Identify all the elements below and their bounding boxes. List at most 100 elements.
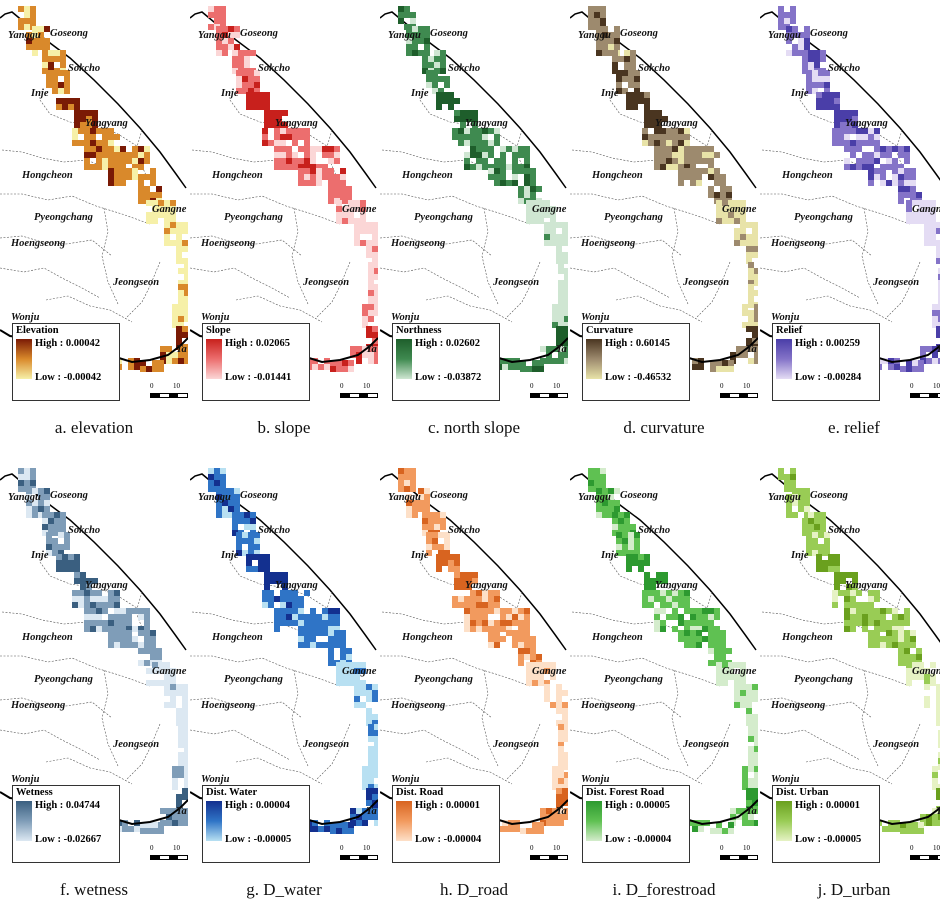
coastline bbox=[760, 11, 940, 181]
raster-cell bbox=[330, 828, 336, 834]
raster-cell bbox=[906, 668, 912, 674]
raster-cell bbox=[472, 572, 478, 578]
raster-cell bbox=[316, 146, 322, 152]
raster-cell bbox=[936, 326, 940, 332]
scale-bar-segments bbox=[910, 393, 940, 398]
raster-cell bbox=[656, 572, 662, 578]
raster-cell bbox=[52, 544, 58, 550]
raster-cell bbox=[832, 602, 838, 608]
raster-cell bbox=[730, 808, 736, 814]
raster-cell bbox=[790, 474, 796, 480]
raster-cell bbox=[152, 680, 158, 686]
raster-cell bbox=[862, 626, 868, 632]
raster-cell bbox=[182, 702, 188, 708]
raster-cell bbox=[220, 18, 226, 24]
raster-cell bbox=[270, 572, 276, 578]
raster-cell bbox=[334, 180, 340, 186]
raster-cell bbox=[930, 674, 936, 680]
map-canvas: Yanggu Goseong Sokcho Inje Yangyang Hong… bbox=[0, 6, 188, 372]
raster-cell bbox=[524, 186, 530, 192]
legend-high-value: High : 0.00004 bbox=[225, 800, 291, 811]
raster-cell bbox=[678, 614, 684, 620]
raster-cell bbox=[678, 128, 684, 134]
raster-cell bbox=[536, 654, 542, 660]
raster-cell bbox=[544, 206, 550, 212]
raster-cell bbox=[740, 200, 746, 206]
raster-cell bbox=[778, 12, 784, 18]
raster-cell bbox=[754, 316, 758, 322]
raster-cell bbox=[424, 506, 430, 512]
raster-cell bbox=[608, 44, 614, 50]
raster-cell bbox=[340, 192, 346, 198]
raster-cell bbox=[602, 494, 608, 500]
raster-cell bbox=[924, 684, 930, 690]
county-boundary-line bbox=[760, 235, 873, 257]
raster-cell bbox=[138, 146, 144, 152]
raster-cell bbox=[654, 134, 660, 140]
raster-cell bbox=[222, 32, 228, 38]
county-boundary-line bbox=[190, 729, 291, 761]
raster-cell bbox=[90, 140, 96, 146]
raster-cell bbox=[932, 310, 938, 316]
raster-cell bbox=[434, 524, 440, 530]
raster-cell bbox=[280, 128, 286, 134]
raster-cell bbox=[360, 212, 366, 218]
raster-cell bbox=[412, 44, 418, 50]
county-boundary-line bbox=[805, 757, 893, 785]
raster-cell bbox=[564, 772, 568, 778]
raster-cell bbox=[708, 614, 714, 620]
raster-cell bbox=[656, 122, 662, 128]
raster-cell bbox=[152, 668, 158, 674]
raster-cell bbox=[470, 596, 476, 602]
legend-color-ramp bbox=[776, 339, 792, 379]
raster-cell bbox=[448, 566, 454, 572]
raster-cell bbox=[372, 794, 378, 800]
raster-cell bbox=[804, 44, 810, 50]
raster-cell bbox=[806, 88, 812, 94]
raster-cell bbox=[350, 814, 356, 820]
raster-cell bbox=[518, 164, 524, 170]
raster-cell bbox=[518, 186, 524, 192]
raster-cell bbox=[752, 222, 758, 228]
raster-cell bbox=[936, 794, 940, 800]
raster-cell bbox=[708, 636, 714, 642]
raster-cell bbox=[532, 674, 538, 680]
scale-label-0: 0 bbox=[530, 844, 534, 852]
raster-cell bbox=[618, 524, 624, 530]
raster-cell bbox=[440, 50, 446, 56]
raster-cell bbox=[232, 68, 238, 74]
panel-caption: e. relief bbox=[828, 418, 880, 437]
raster-cell bbox=[298, 596, 304, 602]
raster-cell bbox=[368, 358, 374, 364]
raster-cell bbox=[844, 626, 850, 632]
raster-cell bbox=[262, 140, 268, 146]
raster-cell bbox=[938, 296, 940, 302]
raster-cell bbox=[146, 680, 152, 686]
raster-cell bbox=[368, 268, 374, 274]
raster-cell bbox=[178, 304, 184, 310]
raster-cell bbox=[500, 174, 506, 180]
raster-cell bbox=[880, 608, 886, 614]
raster-cell bbox=[292, 128, 298, 134]
raster-cell bbox=[932, 766, 938, 772]
raster-cell bbox=[336, 218, 342, 224]
raster-cell bbox=[778, 24, 784, 30]
raster-cell bbox=[558, 736, 564, 742]
raster-cell bbox=[868, 168, 874, 174]
scale-label-0: 0 bbox=[720, 844, 724, 852]
raster-cell bbox=[594, 6, 600, 12]
raster-cell bbox=[244, 56, 250, 62]
raster-cell bbox=[530, 174, 536, 180]
raster-cell bbox=[552, 358, 558, 364]
label-yanggu: Yanggu bbox=[768, 30, 801, 41]
raster-cell bbox=[556, 684, 562, 690]
raster-cell bbox=[524, 164, 530, 170]
raster-cell bbox=[90, 626, 96, 632]
raster-cell bbox=[470, 590, 476, 596]
raster-cell bbox=[460, 116, 466, 122]
legend-box: Dist. Road High : 0.00001 Low : -0.00004 bbox=[392, 785, 500, 863]
raster-cell bbox=[178, 290, 184, 296]
raster-cell bbox=[808, 524, 814, 530]
raster-cell bbox=[234, 26, 240, 32]
raster-cell bbox=[150, 174, 156, 180]
